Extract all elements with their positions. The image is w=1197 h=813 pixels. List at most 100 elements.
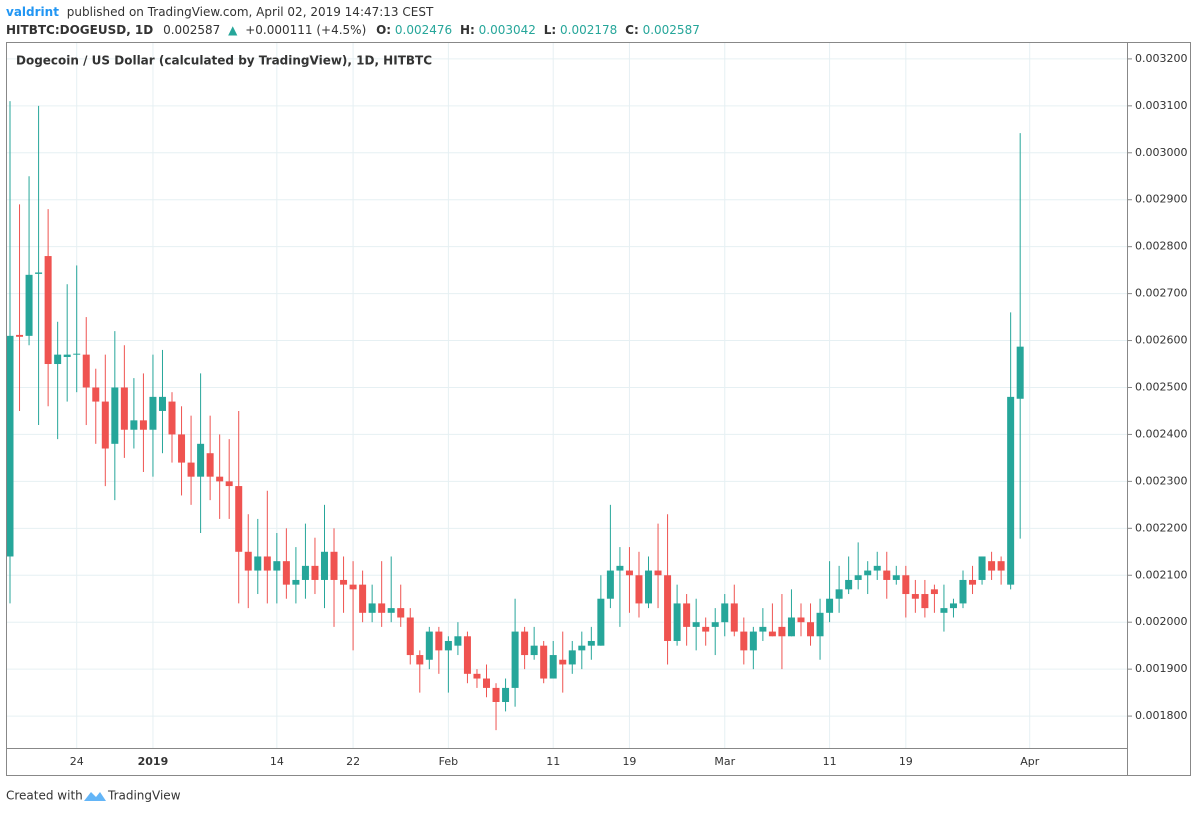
plot: 0.001800 0.001900 0.002000 0.002100 0.002200… <box>6 42 1188 768</box>
candle-body <box>282 561 290 585</box>
candle-body <box>988 561 996 571</box>
candle-body <box>435 631 443 651</box>
x-tick-label: Feb <box>439 755 458 768</box>
y-tick-label: 0.002900 <box>1135 193 1188 206</box>
up-arrow: ▲ <box>228 23 238 37</box>
close-value: 0.002587 <box>643 23 700 37</box>
candle-body <box>826 598 834 613</box>
footer: Created with TradingView <box>6 789 181 803</box>
low-label: L: <box>544 23 556 37</box>
header-line-1: valdrint published on TradingView.com, A… <box>6 5 434 19</box>
x-tick-label: Mar <box>714 755 735 768</box>
x-tick-label: 22 <box>346 755 360 768</box>
y-tick-label: 0.003000 <box>1135 146 1188 159</box>
candle-body <box>149 396 157 430</box>
candle-body <box>740 631 748 651</box>
high-label: H: <box>460 23 475 37</box>
y-tick-label: 0.002700 <box>1135 287 1188 300</box>
candle-body <box>273 561 281 571</box>
candle-body <box>216 476 224 482</box>
candle-body <box>845 579 853 590</box>
candle-body <box>664 575 672 641</box>
candle-body <box>568 650 576 665</box>
candle-body <box>635 575 643 604</box>
candle-body <box>730 603 738 632</box>
candle-body <box>359 584 367 613</box>
candle-body <box>178 434 186 463</box>
candle-body <box>606 570 614 599</box>
candle-body <box>187 462 195 477</box>
candle-body <box>120 387 128 430</box>
candle-body <box>692 622 700 627</box>
candle-body <box>397 608 405 618</box>
candle-body <box>168 401 176 435</box>
candle-body <box>378 603 386 613</box>
x-tick-label: 11 <box>546 755 560 768</box>
y-tick-label: 0.003100 <box>1135 99 1188 112</box>
candle-body <box>311 565 319 580</box>
candle-body <box>549 655 557 679</box>
candle-body <box>244 551 252 571</box>
y-tick-label: 0.002600 <box>1135 334 1188 347</box>
author[interactable]: valdrint <box>6 5 59 19</box>
brand-logo <box>84 792 106 801</box>
candle-body <box>902 575 910 595</box>
chart-frame <box>6 42 1191 776</box>
candle-body <box>959 579 967 604</box>
candle-body <box>883 570 891 580</box>
candle-body <box>702 626 710 632</box>
candle-body <box>340 579 348 585</box>
candle-body <box>654 570 662 576</box>
candle-body <box>530 645 538 656</box>
candle-body <box>158 396 166 411</box>
published: published on TradingView.com, April 02, … <box>67 5 434 19</box>
y-tick-label: 0.002400 <box>1135 427 1188 440</box>
x-tick-label: 14 <box>270 755 284 768</box>
candle-body <box>425 631 433 660</box>
last-price: 0.002587 <box>163 23 220 37</box>
candle-body <box>673 603 681 641</box>
y-tick-label: 0.002100 <box>1135 568 1188 581</box>
y-tick-label: 0.002300 <box>1135 474 1188 487</box>
candle-body <box>502 687 510 702</box>
candle-body <box>473 673 481 679</box>
candle-body <box>721 603 729 623</box>
candle-body <box>16 334 24 337</box>
candle-body <box>44 256 52 365</box>
open-label: O: <box>376 23 391 37</box>
candle-body <box>206 453 214 477</box>
candle-body <box>349 584 357 590</box>
candle-body <box>921 594 929 609</box>
candle-body <box>101 401 109 449</box>
candle-body <box>6 335 14 557</box>
brand[interactable]: TradingView <box>107 789 181 803</box>
candle-body <box>254 556 262 571</box>
y-tick-label: 0.002000 <box>1135 615 1188 628</box>
candle-body <box>816 612 824 637</box>
candle-body <box>444 640 452 651</box>
candle-body <box>225 481 233 487</box>
candle-body <box>835 589 843 599</box>
candle-body <box>1007 396 1015 585</box>
open-value: 0.002476 <box>395 23 452 37</box>
candle-body <box>873 565 881 571</box>
x-tick-label: 24 <box>70 755 84 768</box>
candle-body <box>492 687 500 702</box>
y-tick-label: 0.002500 <box>1135 380 1188 393</box>
candle-body <box>406 617 414 656</box>
x-tick-label: 11 <box>823 755 837 768</box>
candle-body <box>330 551 338 580</box>
candle-body <box>645 570 653 604</box>
candle-body <box>597 598 605 646</box>
candle-body <box>797 617 805 623</box>
candle-body <box>301 565 309 580</box>
candle-body <box>320 551 328 580</box>
y-tick-label: 0.002800 <box>1135 240 1188 253</box>
candle-body <box>1016 346 1024 399</box>
candle-body <box>540 645 548 679</box>
header-line-2: HITBTC:DOGEUSD, 1D 0.002587 ▲ +0.000111 … <box>6 23 700 37</box>
low-value: 0.002178 <box>560 23 617 37</box>
candle-body <box>521 631 529 656</box>
